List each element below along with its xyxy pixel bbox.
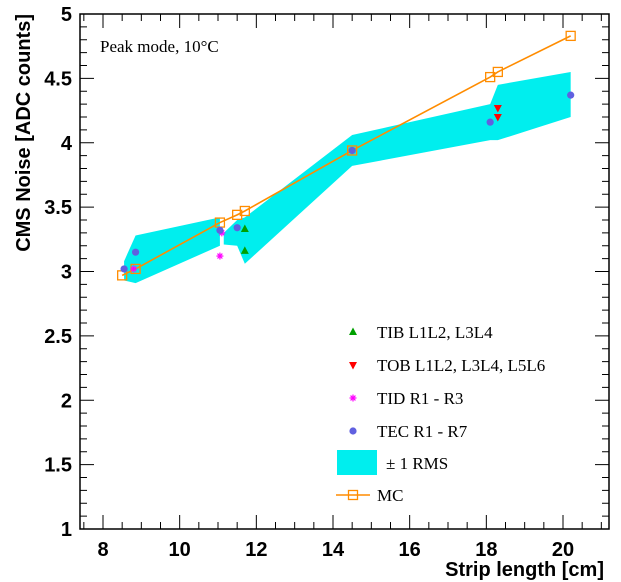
data-points-layer: [120, 91, 575, 273]
mc-marker: [492, 66, 503, 78]
tec-point: [216, 226, 224, 234]
legend-entry: ± 1 RMS: [337, 450, 448, 475]
legend-label: TEC R1 - R7: [377, 422, 468, 441]
tec-point: [120, 265, 128, 273]
y-tick-label: 4.5: [44, 68, 72, 90]
legend-entry: TID R1 - R3: [349, 389, 463, 408]
y-tick-label: 2.5: [44, 326, 72, 348]
y-tick-label: 3: [61, 262, 72, 284]
rms-band: [124, 217, 220, 284]
tid-point: [130, 265, 138, 273]
tec-point: [131, 248, 140, 256]
legend: TIB L1L2, L3L4 TOB L1L2, L3L4, L5L6 TID R1…: [336, 323, 545, 505]
rms-band: [223, 71, 571, 264]
legend-swatch: [349, 427, 357, 435]
legend-entry: MC: [336, 486, 403, 505]
legend-label: TOB L1L2, L3L4, L5L6: [377, 356, 545, 375]
y-tick-label: 1.5: [44, 455, 72, 477]
legend-label: TID R1 - R3: [377, 389, 463, 408]
mc-layer: [117, 30, 576, 281]
mc-marker: [485, 71, 496, 83]
legend-swatch: [337, 450, 377, 475]
x-tick-label: 8: [97, 539, 108, 561]
annotation-text: Peak mode, 10°C: [100, 37, 219, 56]
legend-entry: TOB L1L2, L3L4, L5L6: [349, 356, 545, 375]
x-tick-label: 16: [399, 539, 421, 561]
mc-marker: [565, 30, 576, 42]
x-axis-title: Strip length [cm]: [445, 559, 604, 581]
legend-entry: TEC R1 - R7: [349, 422, 468, 441]
legend-swatch: [349, 362, 357, 370]
legend-label: MC: [377, 486, 403, 505]
x-tick-label: 12: [245, 539, 267, 561]
legend-swatch: [349, 327, 357, 335]
legend-label: ± 1 RMS: [386, 454, 448, 473]
legend-entry: TIB L1L2, L3L4: [349, 323, 493, 342]
legend-swatch: [349, 394, 357, 402]
tec-point: [233, 224, 241, 232]
tib-point: [240, 224, 249, 233]
x-tick-label: 14: [322, 539, 345, 561]
legend-swatch: [347, 489, 359, 501]
y-tick-label: 5: [61, 4, 72, 26]
tob-point: [493, 114, 502, 122]
tec-point: [567, 91, 575, 99]
tec-point: [486, 118, 494, 126]
x-tick-label: 18: [475, 539, 497, 561]
ticks-layer: 8 10 12 14 16 18 20 1 1.5 2 2.5 3 3.5 4 4.5 5: [44, 4, 609, 561]
legend-label: TIB L1L2, L3L4: [377, 323, 493, 342]
y-tick-label: 3.5: [44, 197, 72, 219]
x-tick-label: 10: [169, 539, 191, 561]
y-tick-label: 2: [61, 390, 72, 412]
y-tick-label: 4: [61, 133, 73, 155]
tob-point: [493, 104, 502, 113]
y-tick-label: 1: [61, 519, 72, 541]
tib-point: [240, 246, 249, 254]
mc-marker: [347, 145, 358, 156]
mc-marker: [239, 205, 250, 217]
y-axis-title: CMS Noise [ADC counts]: [13, 14, 35, 252]
rms-band-layer: [124, 71, 571, 284]
tid-point: [216, 252, 224, 260]
tec-point: [348, 146, 356, 155]
x-tick-label: 20: [552, 539, 574, 561]
